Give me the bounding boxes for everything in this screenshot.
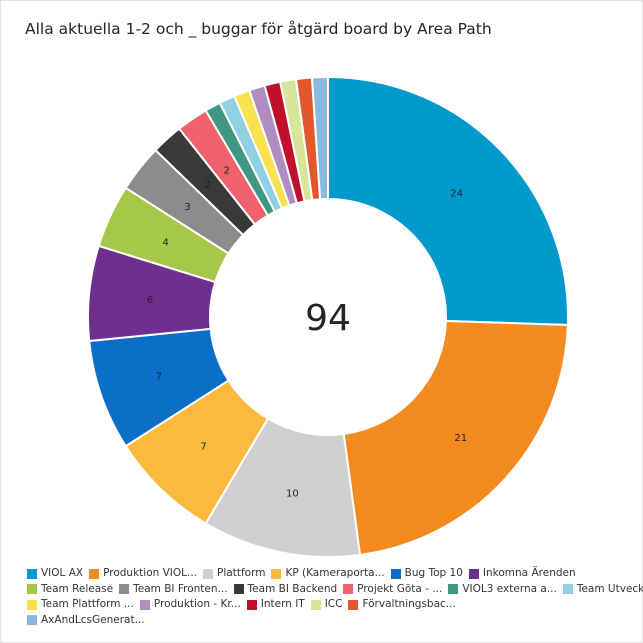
legend-row: AxAndLcsGenerat... [27, 613, 627, 629]
donut-slice[interactable] [310, 75, 329, 201]
legend-row: Team Plattform ... Produktion - Kr... Inte… [27, 597, 627, 613]
legend-label: Team Plattform ... [41, 598, 134, 610]
legend-label: VIOL AX [41, 567, 84, 579]
legend-swatch [27, 615, 37, 626]
legend-item[interactable]: Intern IT [246, 597, 305, 613]
legend-label: Projekt Göta - ... [357, 582, 443, 595]
legend-swatch [310, 599, 321, 610]
legend-label: ICC [324, 598, 343, 610]
legend-label: VIOL3 externa a... [462, 582, 557, 595]
legend-swatch [468, 568, 479, 579]
donut-slice[interactable] [342, 319, 569, 556]
legend-swatch [448, 584, 459, 595]
legend-item[interactable]: KP (Kameraporta... [271, 566, 385, 582]
slice-data-label: 7 [200, 442, 206, 453]
chart-title: Alla aktuella 1-2 och _ buggar för åtgär… [25, 20, 492, 38]
legend-label: Plattform [217, 567, 266, 579]
legend-swatch [343, 584, 354, 595]
legend-swatch [562, 584, 573, 595]
legend-swatch [27, 599, 37, 610]
legend-swatch [203, 568, 214, 579]
slice-data-label: 21 [454, 433, 467, 444]
legend-label: Produktion VIOL... [103, 567, 198, 579]
legend-swatch [348, 599, 359, 610]
slice-data-label: 4 [162, 238, 168, 249]
legend-label: Inkomna Ärenden [482, 567, 576, 579]
legend-item[interactable]: Bug Top 10 [390, 566, 463, 582]
legend-swatch [233, 584, 244, 595]
slice-data-label: 3 [184, 202, 190, 213]
slice-data-label: 6 [147, 295, 153, 306]
legend-item[interactable]: Team BI Backend [233, 582, 338, 598]
legend-item[interactable]: Produktion VIOL... [89, 566, 197, 582]
legend-label: KP (Kameraporta... [285, 567, 385, 579]
center-total-label: 94 [305, 298, 351, 339]
legend-swatch [390, 568, 401, 579]
legend-label: Team Release [41, 582, 114, 595]
legend-swatch [246, 599, 257, 610]
legend-swatch [271, 568, 282, 579]
legend-label: Team Utveckling... [576, 582, 643, 595]
chart-legend: VIOL AX Produktion VIOL... Plattform KP (Ka… [27, 566, 643, 629]
legend-item[interactable]: Team Utveckling... [562, 582, 643, 598]
legend-row: Team Release Team BI Fronten... Team BI Ba… [27, 582, 643, 598]
legend-row: VIOL AX Produktion VIOL... Plattform KP (Ka… [27, 566, 627, 582]
legend-label: Bug Top 10 [404, 567, 463, 579]
legend-swatch [89, 568, 100, 579]
legend-label: Produktion - Kr... [153, 598, 241, 610]
legend-item[interactable]: Projekt Göta - ... [343, 582, 442, 598]
slice-data-label: 2 [224, 165, 230, 176]
slice-data-label: 2 [205, 180, 211, 191]
legend-item[interactable]: VIOL3 externa a... [448, 582, 557, 598]
legend-label: Intern IT [260, 598, 305, 610]
legend-label: AxAndLcsGenerat... [41, 613, 145, 626]
legend-swatch [139, 599, 150, 610]
slice-data-label: 7 [156, 372, 162, 383]
legend-item[interactable]: Plattform [203, 566, 265, 582]
legend-item[interactable]: ICC [310, 597, 343, 613]
legend-label: Team BI Backend [247, 582, 338, 595]
legend-item[interactable]: Team Release [27, 582, 113, 598]
legend-label: Förvaltningsbac... [362, 598, 456, 610]
legend-swatch [27, 568, 37, 579]
legend-item[interactable]: Team BI Fronten... [119, 582, 228, 598]
legend-swatch [119, 584, 130, 595]
donut-slice[interactable] [327, 75, 569, 327]
legend-item[interactable]: Förvaltningsbac... [348, 597, 456, 613]
legend-item[interactable]: VIOL AX [27, 566, 83, 582]
legend-item[interactable]: Team Plattform ... [27, 597, 134, 613]
donut-chart[interactable]: 24 21 10 7 7 6 4 3 2 2 94 [1, 1, 643, 561]
slice-data-label: 10 [286, 488, 299, 499]
legend-swatch [27, 584, 37, 595]
legend-item[interactable]: AxAndLcsGenerat... [27, 613, 145, 629]
legend-item[interactable]: Inkomna Ärenden [468, 566, 576, 582]
legend-item[interactable]: Produktion - Kr... [139, 597, 241, 613]
legend-label: Team BI Fronten... [133, 582, 228, 595]
slice-data-label: 24 [450, 189, 463, 200]
